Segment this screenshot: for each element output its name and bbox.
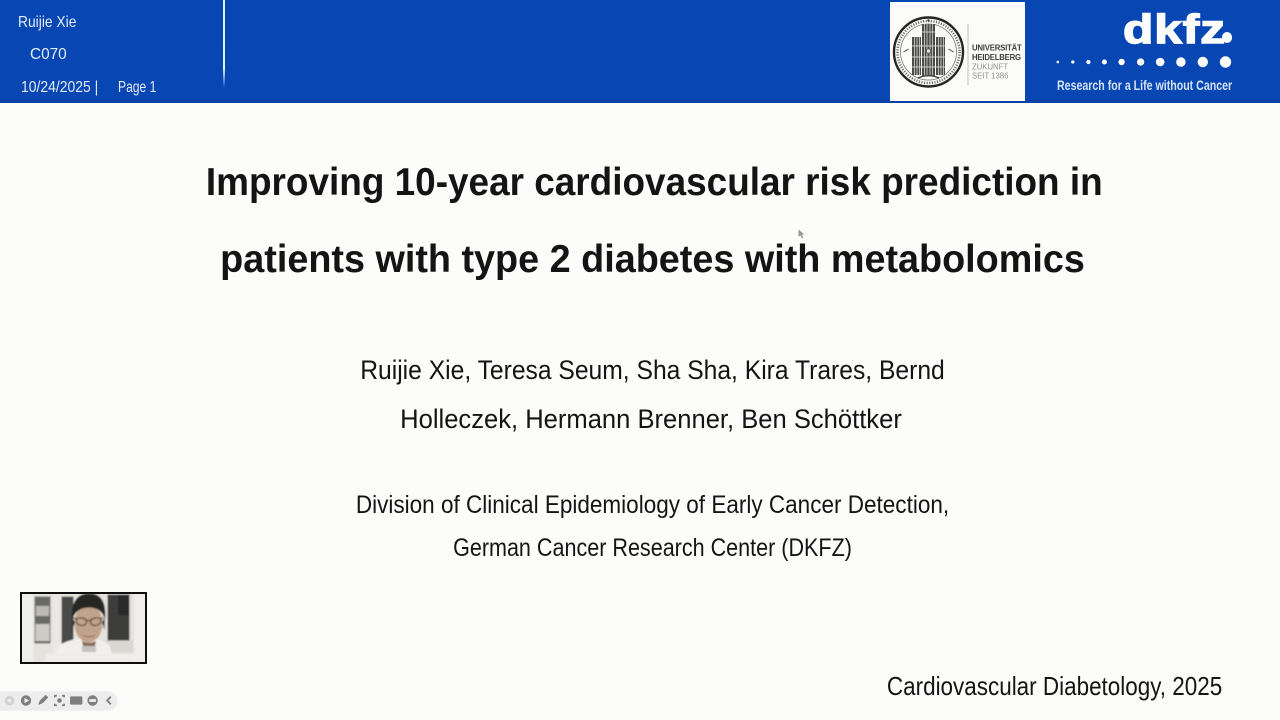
svg-text:dkfz: dkfz [1123, 6, 1226, 52]
svg-text:SEIT 1386: SEIT 1386 [972, 71, 1009, 80]
svg-text:UNIVERSITÄT: UNIVERSITÄT [972, 42, 1022, 53]
svg-text:HEIDELBERG: HEIDELBERG [972, 52, 1021, 61]
svg-text:ZUKUNFT: ZUKUNFT [972, 62, 1008, 71]
